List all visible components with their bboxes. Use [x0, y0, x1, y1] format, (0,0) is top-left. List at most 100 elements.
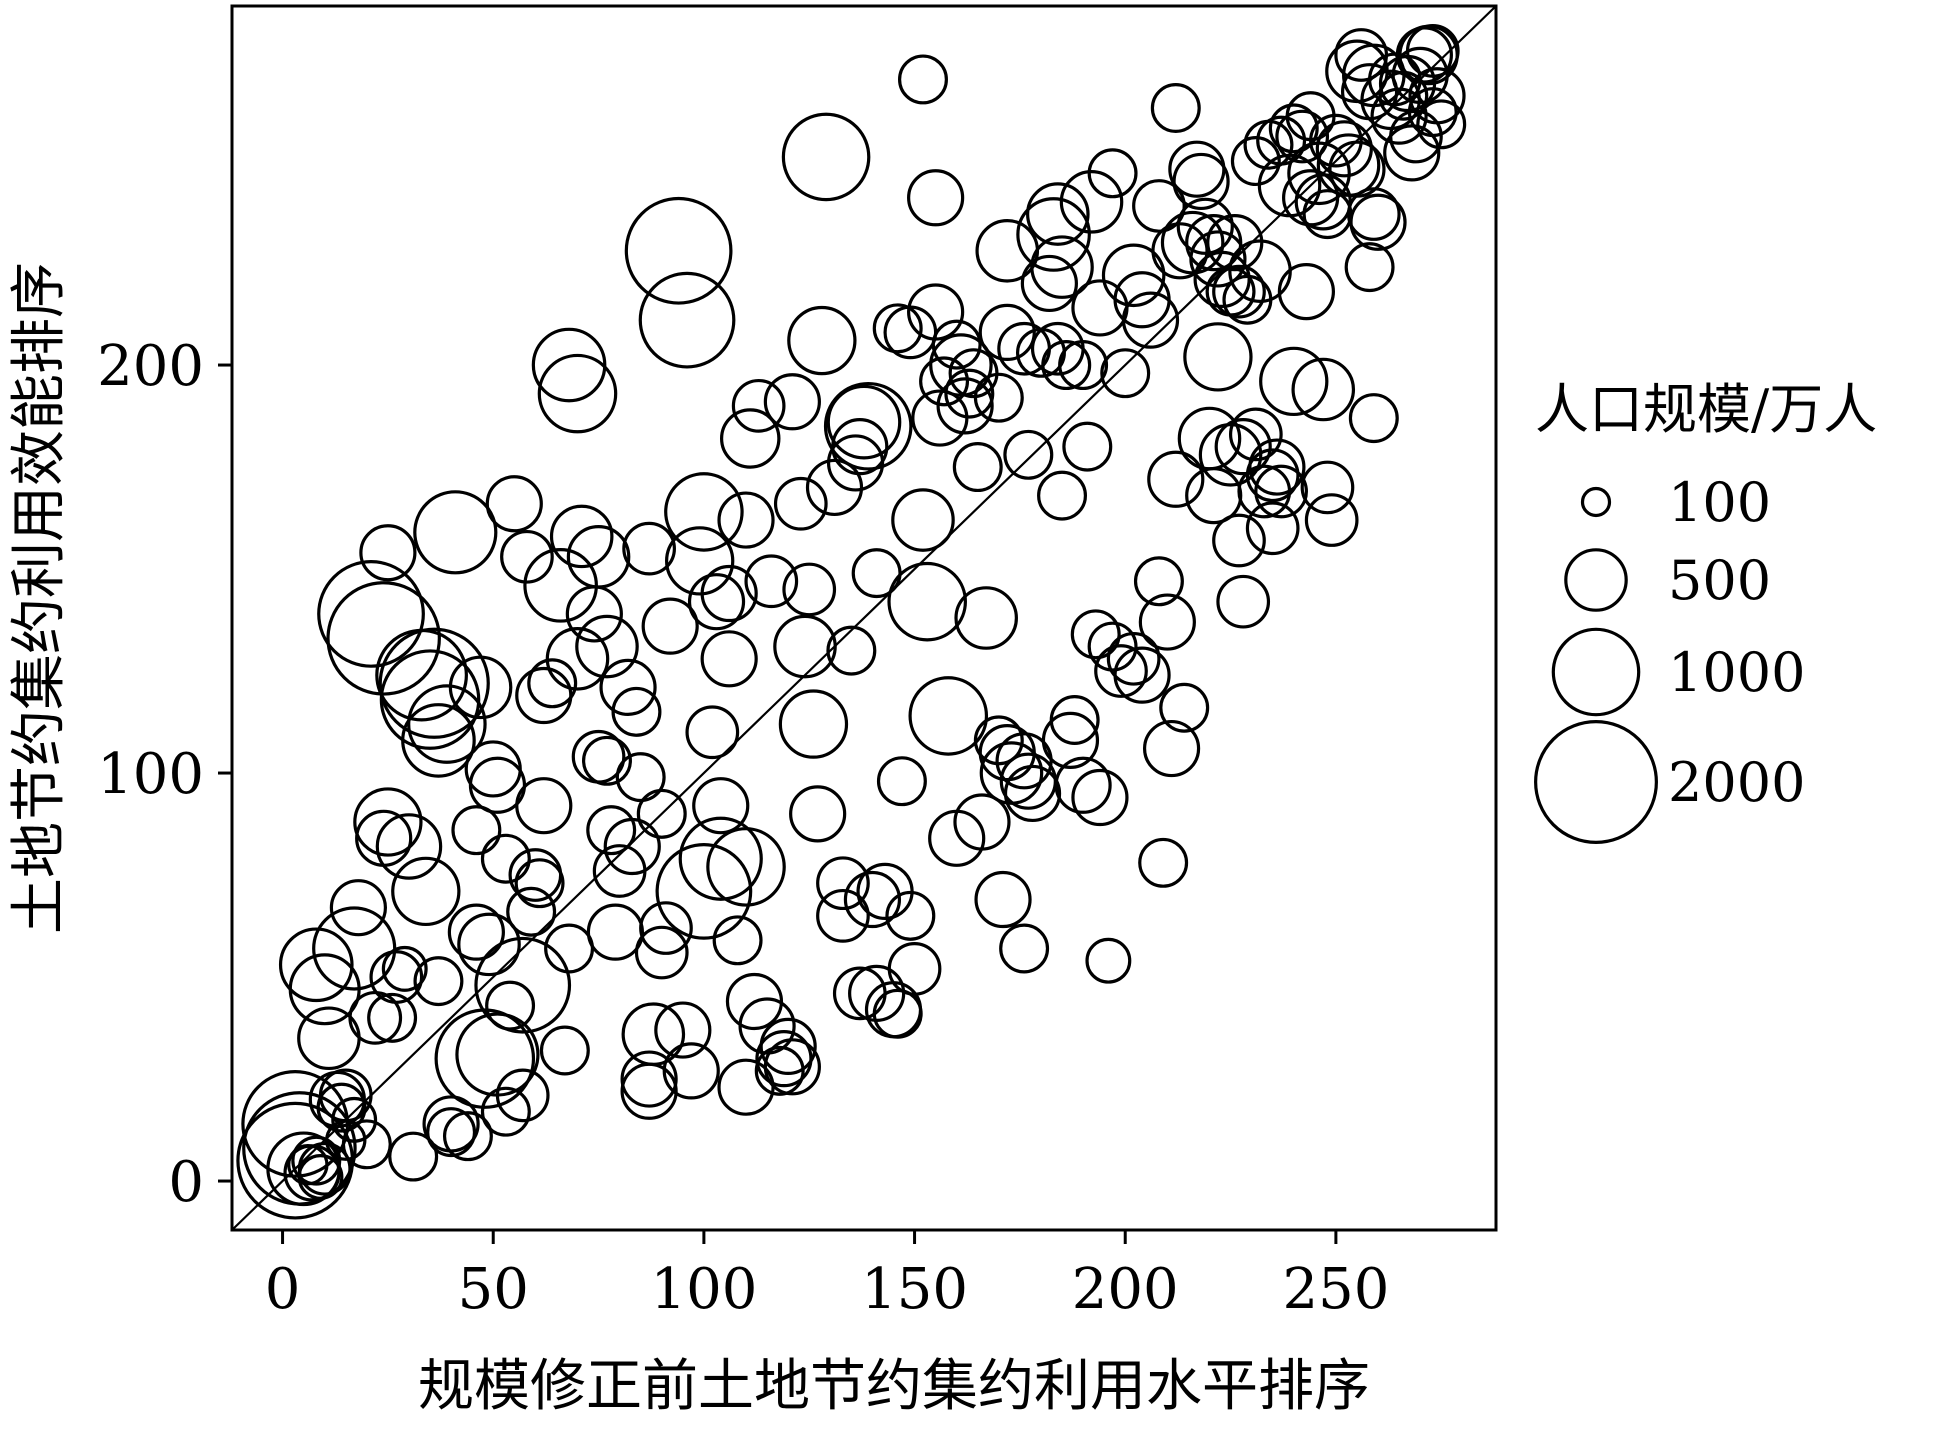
data-bubble: [480, 1086, 531, 1137]
data-bubble: [611, 686, 662, 737]
data-bubble: [687, 573, 746, 631]
data-bubble: [1150, 83, 1201, 133]
data-bubble: [1405, 24, 1460, 78]
data-bubble: [1071, 768, 1129, 827]
data-bubble: [531, 327, 607, 403]
data-bubble: [369, 950, 424, 1004]
data-bubble: [1248, 438, 1306, 496]
data-bubble: [474, 936, 572, 1034]
data-bubble: [388, 1131, 439, 1182]
data-bubble: [773, 476, 828, 531]
data-bubble: [1228, 407, 1283, 462]
data-bubble: [582, 735, 632, 786]
data-bubble: [1030, 321, 1085, 376]
data-bubble: [907, 169, 965, 227]
data-bubble: [974, 870, 1032, 929]
data-bubble: [1245, 501, 1300, 556]
data-bubble: [451, 805, 502, 856]
data-bubble: [731, 378, 786, 433]
data-bubble: [514, 858, 565, 909]
data-bubble: [326, 581, 441, 696]
data-bubble: [1300, 460, 1355, 515]
data-bubble: [422, 1095, 480, 1153]
legend: 人口规模/万人 100 500 1000 2000: [1534, 378, 1877, 844]
data-bubble: [831, 418, 889, 476]
data-bubble: [929, 333, 993, 397]
data-bubble: [407, 684, 487, 764]
data-bubble: [1176, 197, 1234, 255]
data-bubble: [975, 219, 1040, 283]
y-tick-label: 200: [97, 334, 204, 399]
legend-label: 2000: [1668, 751, 1805, 814]
data-bubble: [480, 833, 531, 884]
data-bubble: [898, 54, 948, 105]
data-bubble: [329, 879, 387, 937]
x-tick-label: 250: [1282, 1257, 1389, 1322]
data-bubble: [1230, 136, 1281, 187]
data-bubble: [1309, 113, 1363, 168]
data-bubble: [527, 658, 578, 709]
data-bubble: [885, 890, 936, 941]
data-bubble: [1344, 242, 1395, 293]
y-tick-label: 0: [168, 1150, 204, 1215]
data-bubble: [712, 915, 763, 966]
data-bubble: [638, 271, 736, 369]
data-bubble: [1302, 189, 1353, 240]
data-bubble: [565, 585, 623, 643]
data-bubble: [624, 196, 733, 305]
data-bubble: [603, 817, 661, 876]
data-bubble: [1132, 179, 1186, 233]
data-bubble: [1304, 493, 1359, 547]
data-bubble: [1059, 170, 1124, 234]
legend-bubble: [1534, 720, 1658, 844]
data-bubble: [1138, 593, 1196, 651]
data-bubble: [692, 777, 750, 835]
data-bubble: [816, 856, 870, 911]
data-bubble: [575, 614, 639, 679]
data-bubble: [1041, 711, 1100, 770]
data-bubble: [1037, 470, 1088, 521]
data-bubble: [401, 703, 476, 778]
data-bubble: [805, 458, 864, 517]
data-bubble: [887, 942, 942, 996]
data-bubble: [620, 1050, 678, 1108]
data-bubble: [999, 923, 1050, 974]
data-bubble: [485, 980, 536, 1031]
data-bubble: [678, 816, 763, 901]
data-bubble: [297, 1141, 352, 1196]
data-bubble: [1346, 187, 1401, 241]
x-tick-label: 0: [265, 1257, 301, 1322]
data-bubble: [664, 472, 744, 552]
data-bubble: [654, 1001, 712, 1059]
data-bubble: [1160, 210, 1225, 275]
data-bubble: [316, 1082, 367, 1133]
data-bubble: [1183, 322, 1253, 392]
data-bubble: [1062, 421, 1113, 472]
data-bubble: [622, 521, 676, 576]
legend-title: 人口规模/万人: [1535, 378, 1877, 441]
data-bubble: [355, 809, 413, 867]
data-bubble: [566, 525, 631, 589]
data-bubble: [287, 1144, 329, 1186]
data-bubble: [908, 676, 989, 756]
data-bubble: [655, 842, 753, 940]
data-bubble: [413, 490, 498, 575]
reference-line-y-equals-x: [231, 5, 1497, 1231]
data-bubble: [291, 1135, 342, 1186]
data-bubble: [1159, 682, 1210, 733]
legend-label: 500: [1668, 549, 1771, 612]
data-bubble: [1101, 243, 1166, 308]
data-bubble: [1214, 418, 1272, 476]
data-bubble: [537, 353, 618, 434]
legend-label: 100: [1668, 471, 1771, 534]
data-bubble: [907, 283, 965, 341]
data-bubble: [413, 956, 464, 1007]
data-bubble: [700, 630, 758, 688]
data-bubble: [665, 526, 735, 596]
data-bubble: [434, 1008, 536, 1109]
data-bubble: [539, 1025, 590, 1076]
data-bubble: [1133, 556, 1184, 607]
data-bubble: [1106, 631, 1161, 686]
data-bubble: [586, 903, 645, 961]
